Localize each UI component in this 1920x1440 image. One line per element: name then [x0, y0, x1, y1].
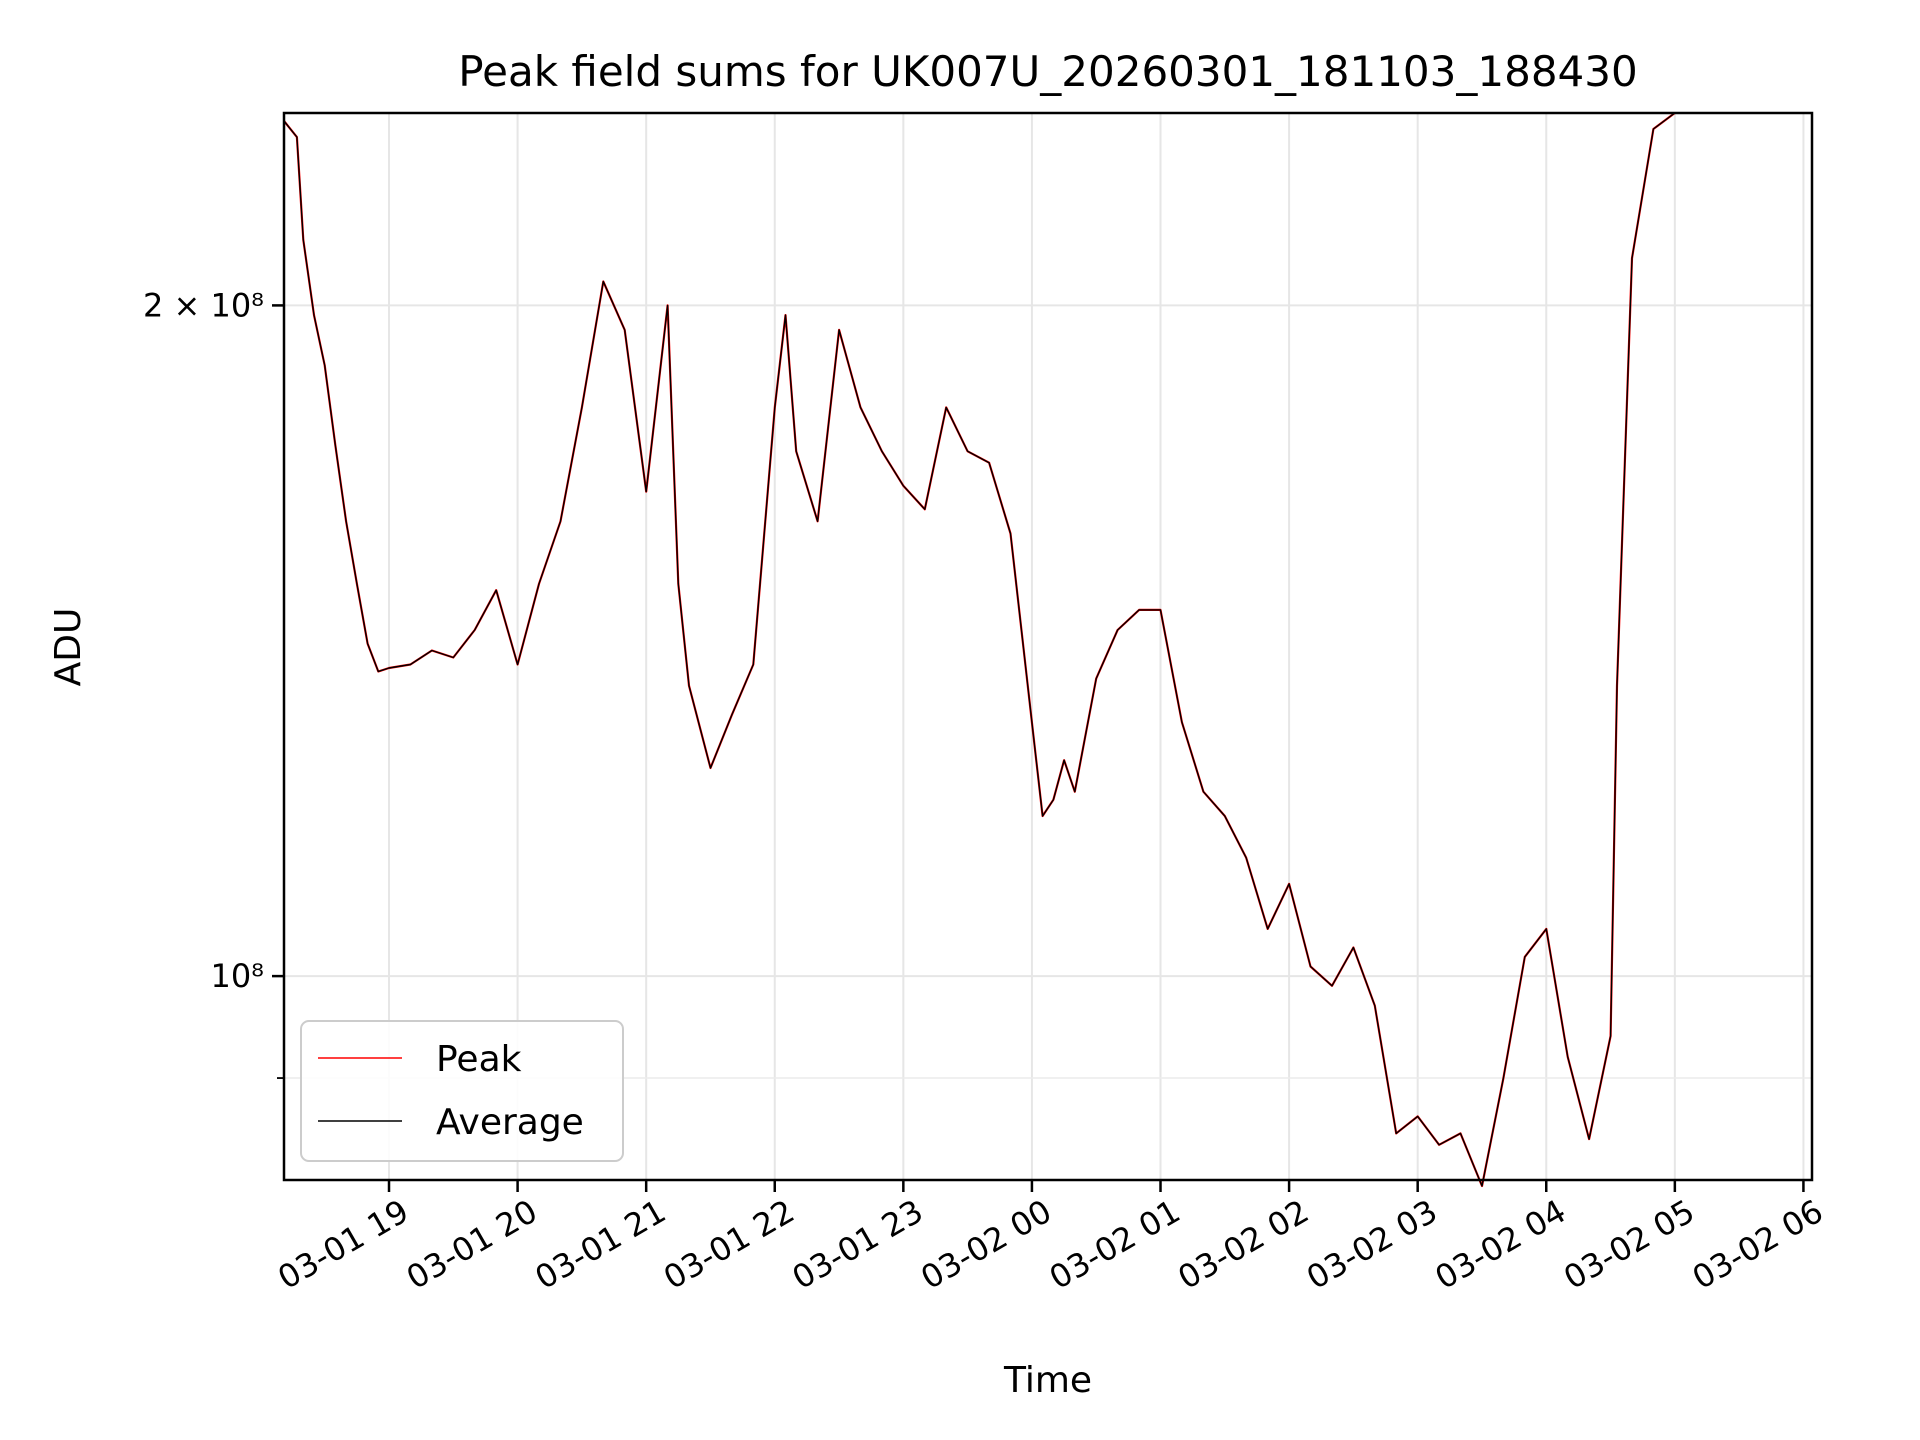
- chart-title: Peak field sums for UK007U_20260301_1811…: [458, 47, 1637, 96]
- x-axis-label: Time: [1003, 1360, 1092, 1401]
- series-line-average: [283, 112, 1676, 1187]
- y-axis-ticks: 2 × 10⁸ 10⁸: [143, 286, 284, 1079]
- legend: Peak Average: [300, 1020, 624, 1162]
- series-lines: [283, 112, 1676, 1188]
- plot-frame: [282, 111, 1814, 1182]
- legend-peak-label: Peak: [436, 1039, 522, 1080]
- y-tick-label: 10⁸: [210, 957, 264, 995]
- legend-box: [300, 1020, 624, 1162]
- y-tick-label: 2 × 10⁸: [143, 286, 264, 324]
- y-axis-label: ADU: [48, 608, 89, 687]
- grid: [284, 113, 1812, 1180]
- legend-average-label: Average: [436, 1102, 584, 1143]
